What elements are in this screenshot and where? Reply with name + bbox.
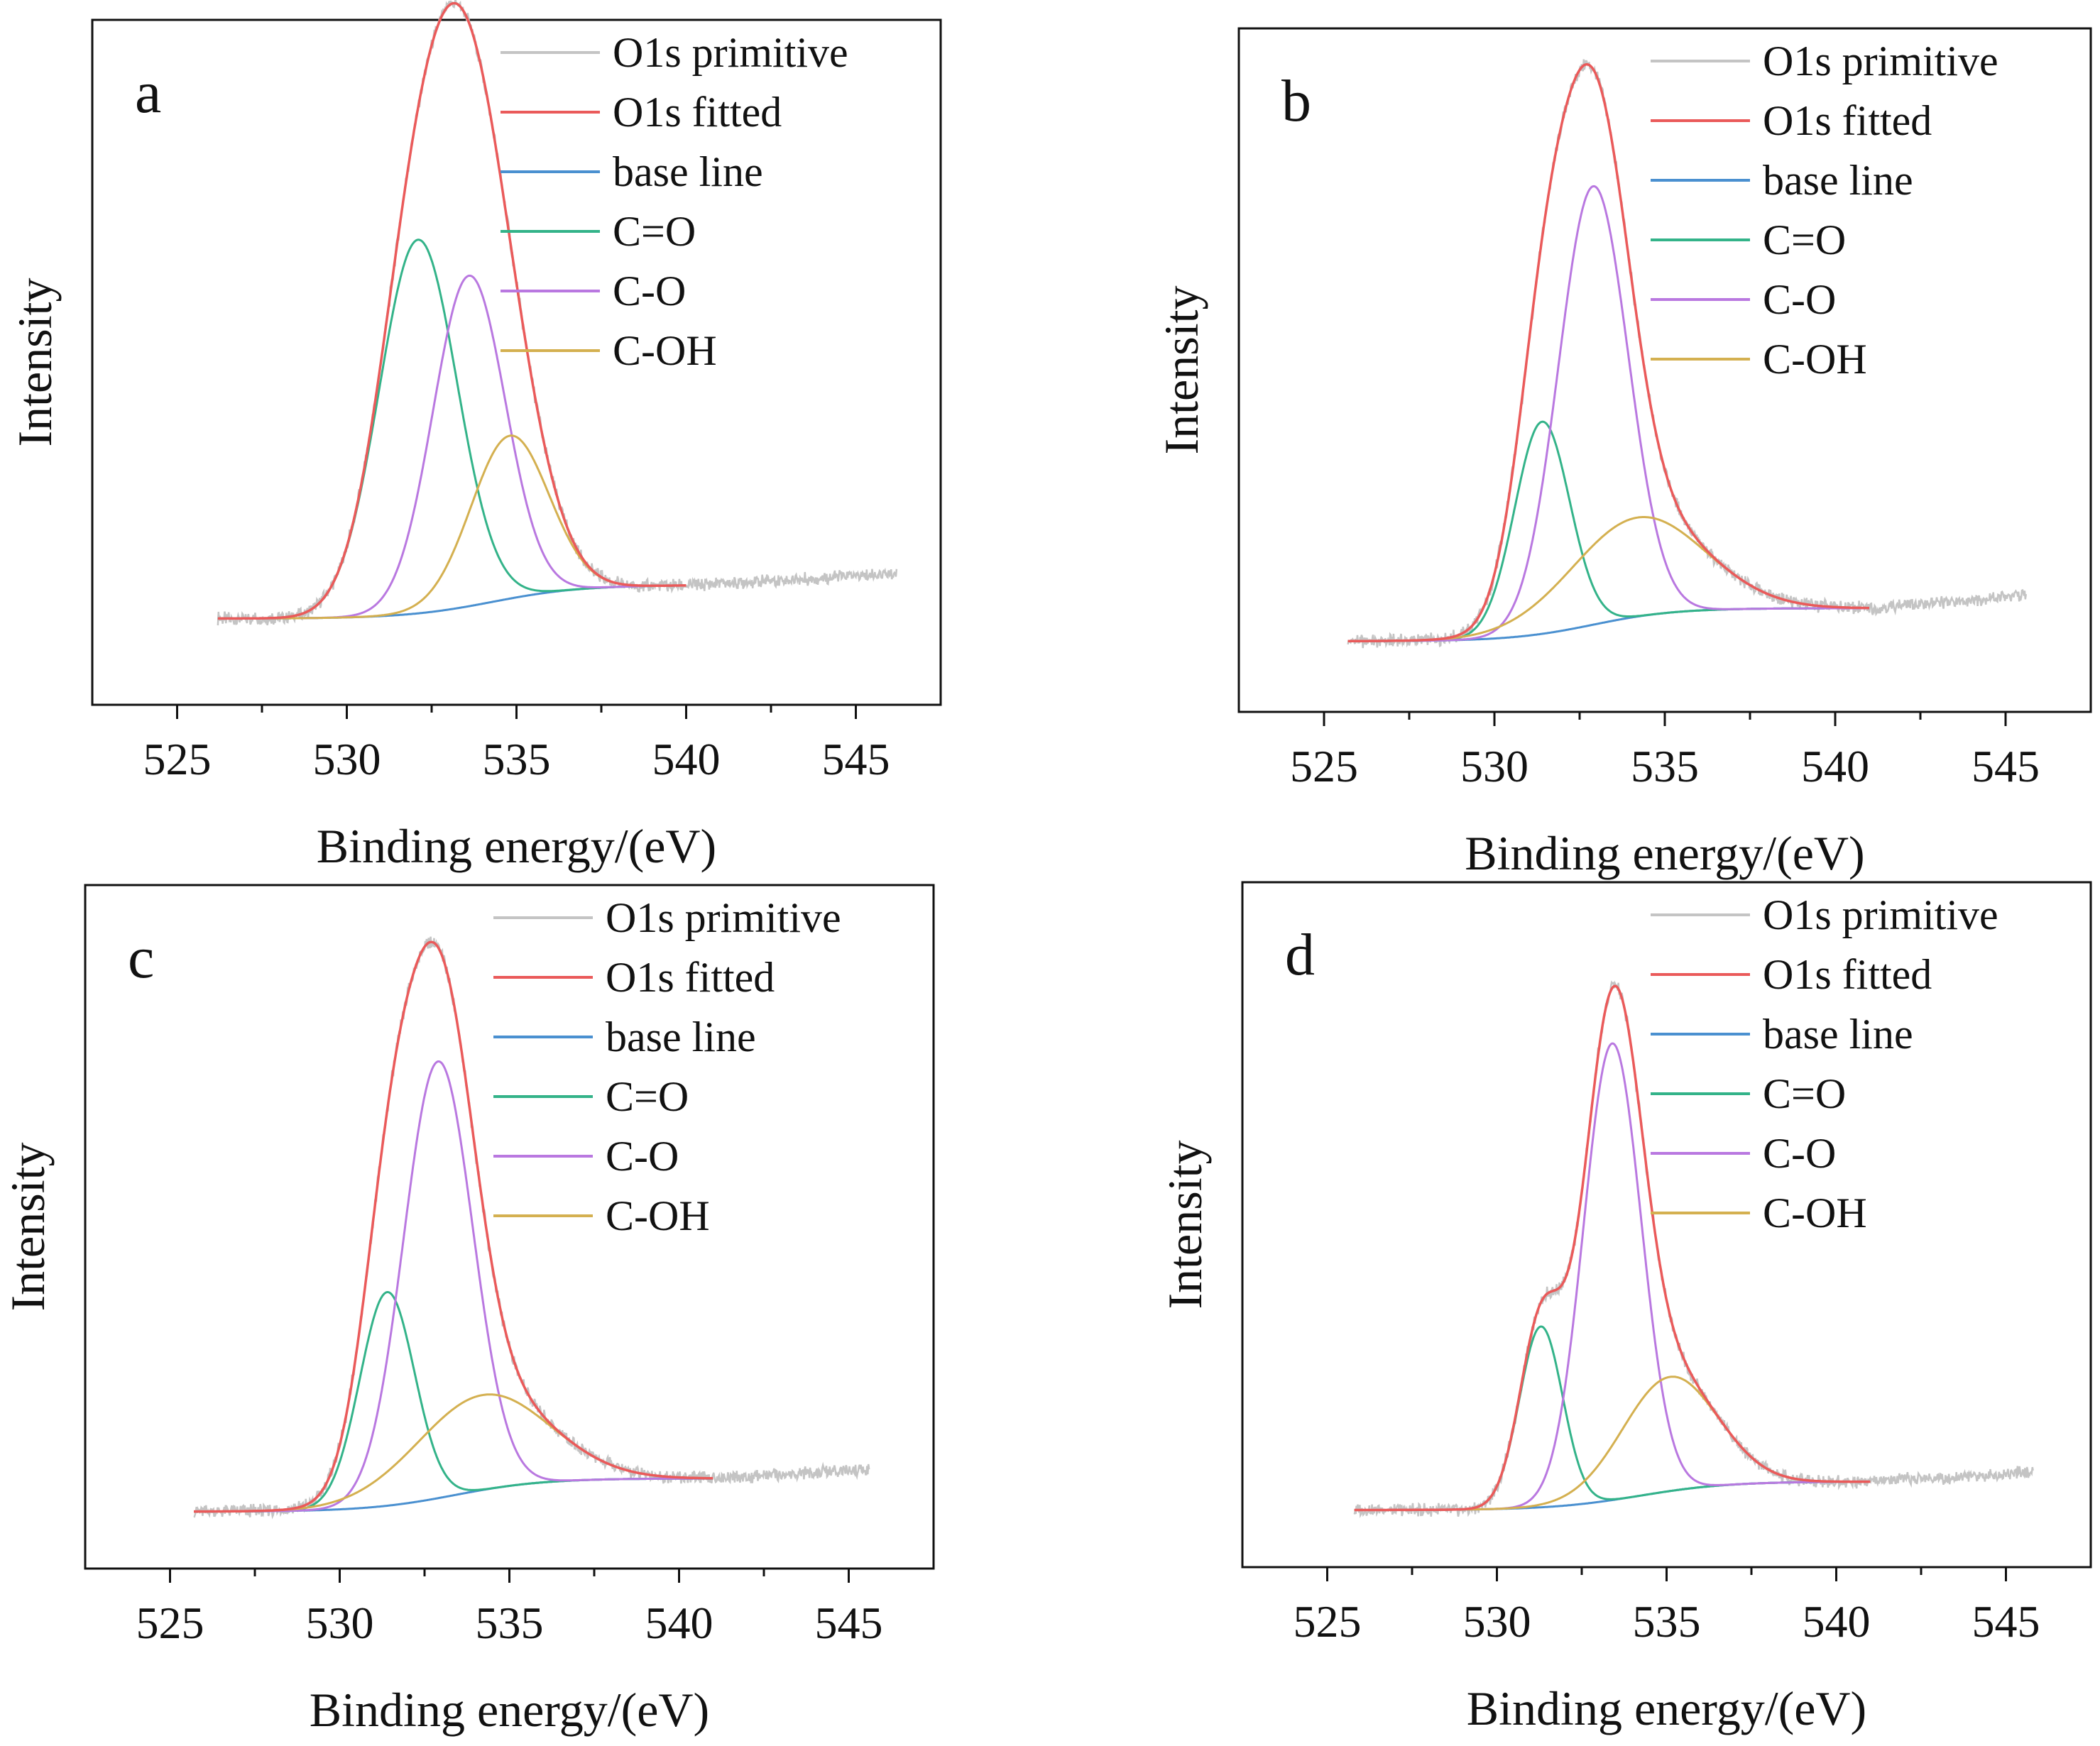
- legend-label: C=O: [613, 208, 696, 255]
- x-tick-label: 540: [652, 734, 721, 784]
- legend-label: C-OH: [1763, 1190, 1867, 1236]
- legend-label: O1s primitive: [1763, 891, 1998, 938]
- series-o1s-fitted: [1347, 62, 1869, 643]
- x-tick-label: 535: [1633, 1596, 1701, 1647]
- legend-label: O1s primitive: [1763, 38, 1998, 84]
- legend-label: C-O: [606, 1133, 679, 1180]
- plot-frame: [91, 18, 942, 706]
- legend-label: O1s primitive: [613, 29, 848, 76]
- legend-label: C=O: [1763, 1070, 1846, 1117]
- legend-label: C-O: [1763, 276, 1836, 323]
- y-axis-title: Intensity: [1, 1143, 55, 1312]
- series-group: [193, 936, 870, 1520]
- x-tick-label: 525: [136, 1598, 204, 1648]
- series-c-oh: [217, 434, 687, 620]
- legend-label: O1s fitted: [606, 954, 775, 1001]
- legend-label: O1s primitive: [606, 894, 841, 941]
- panel-c: 525 530 535 540 545 Binding energy/(eV) Intens…: [1, 884, 935, 1737]
- legend: O1s primitive O1s fitted base line C=O C-O C-…: [493, 894, 841, 1239]
- legend-label: C-O: [1763, 1130, 1836, 1177]
- x-tick-label: 540: [1801, 741, 1869, 791]
- legend-label: base line: [1763, 157, 1913, 204]
- legend-label: C-OH: [613, 327, 717, 374]
- series-o1s-primitive: [217, 0, 898, 626]
- panel-letter: c: [128, 925, 154, 991]
- y-axis-title: Intensity: [8, 278, 62, 447]
- panel-letter: d: [1285, 922, 1315, 988]
- series-o1s-primitive: [1353, 980, 2034, 1518]
- legend-label: C-O: [613, 268, 686, 314]
- x-axis-title: Binding energy/(eV): [1467, 1681, 1866, 1735]
- series-group: [217, 0, 898, 626]
- x-tick-label: 530: [306, 1598, 374, 1648]
- legend-label: O1s fitted: [1763, 951, 1932, 998]
- plot-frame: [1241, 881, 2092, 1569]
- panel-letter: b: [1281, 68, 1311, 134]
- x-tick-label: 545: [1972, 741, 2040, 791]
- series-c-oh: [194, 1393, 713, 1513]
- x-tick-label: 535: [483, 734, 551, 784]
- legend-label: C-OH: [606, 1192, 710, 1239]
- legend-label: O1s fitted: [1763, 97, 1932, 144]
- legend-label: C=O: [1763, 216, 1846, 263]
- panel-b: 525 530 535 540 545 Binding energy/(eV) Intens…: [1154, 27, 2092, 880]
- panel-letter: a: [135, 60, 161, 126]
- x-tick-label: 545: [822, 734, 890, 784]
- legend: O1s primitive O1s fitted base line C=O C-O C-…: [1651, 891, 1998, 1236]
- x-tick-label: 535: [1631, 741, 1699, 791]
- legend: O1s primitive O1s fitted base line C=O C-O C-…: [501, 29, 848, 374]
- series-o1s-fitted: [217, 1, 687, 620]
- plot-frame: [84, 884, 935, 1570]
- series-o1s-fitted: [194, 940, 713, 1513]
- series-group: [1347, 59, 2028, 649]
- legend-label: C=O: [606, 1073, 689, 1120]
- x-tick-label: 540: [1803, 1596, 1871, 1647]
- x-tick-label: 525: [1290, 741, 1358, 791]
- x-tick-label: 530: [313, 734, 381, 784]
- series-o1s-primitive: [193, 936, 870, 1520]
- plot-frame: [1237, 27, 2092, 713]
- y-axis-title: Intensity: [1154, 286, 1208, 455]
- x-axis-title: Binding energy/(eV): [310, 1683, 709, 1737]
- x-tick-label: 545: [815, 1598, 883, 1648]
- panel-d: 525 530 535 540 545 Binding energy/(eV) Intens…: [1158, 881, 2092, 1735]
- x-tick-label: 540: [645, 1598, 713, 1648]
- x-tick-label: 535: [476, 1598, 544, 1648]
- legend-label: O1s fitted: [613, 89, 782, 136]
- legend-label: base line: [606, 1014, 756, 1060]
- legend: O1s primitive O1s fitted base line C=O C-O C-…: [1651, 38, 1998, 383]
- series-o1s-primitive: [1347, 59, 2028, 649]
- series-base-line: [1354, 1481, 1871, 1511]
- x-tick-label: 545: [1972, 1596, 2040, 1647]
- x-tick-label: 525: [1294, 1596, 1362, 1647]
- x-tick-label: 530: [1463, 1596, 1531, 1647]
- panel-a: 525 530 535 540 545 Binding energy/(eV) Intens…: [8, 0, 942, 873]
- x-axis-title: Binding energy/(eV): [317, 819, 716, 873]
- series-c-oh: [1354, 1376, 1871, 1511]
- x-tick-label: 525: [143, 734, 212, 784]
- x-axis-title: Binding energy/(eV): [1465, 826, 1864, 880]
- series-c-o: [194, 1060, 713, 1513]
- series-o1s-fitted: [1354, 984, 1871, 1512]
- y-axis-title: Intensity: [1158, 1141, 1212, 1310]
- legend-label: base line: [613, 148, 763, 195]
- series-group: [1353, 980, 2034, 1518]
- x-tick-label: 530: [1460, 741, 1528, 791]
- legend-label: base line: [1763, 1011, 1913, 1058]
- legend-label: C-OH: [1763, 336, 1867, 383]
